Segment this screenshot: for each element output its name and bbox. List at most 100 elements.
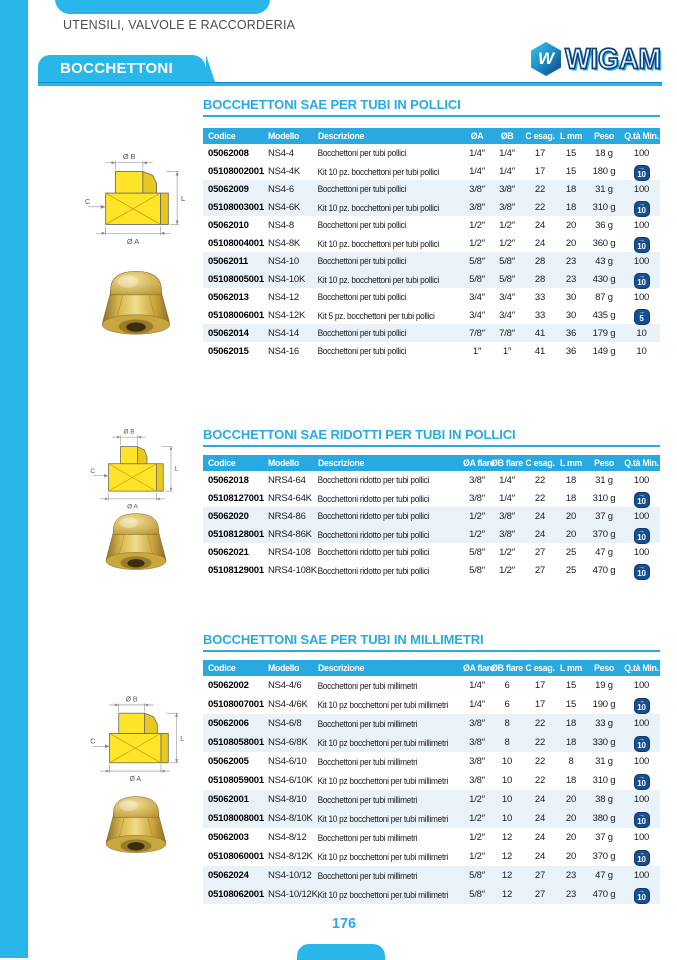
min-qty-badge: → 10 <box>633 698 650 714</box>
svg-text:Ø B: Ø B <box>123 152 136 161</box>
table-row: 05108003001 NS4-6K Kit 10 pz. bocchettoni … <box>203 198 660 217</box>
bottom-page-tab <box>297 944 385 960</box>
badge-arrow-icon: → <box>638 698 645 705</box>
table-header-row: Codice Modello Descrizione ØA ØB C esag. L mm P… <box>203 128 660 144</box>
column-header: ØB flare <box>491 458 523 468</box>
badge-arrow-icon: → <box>638 774 645 781</box>
table-row: 05062005 NS4-6/10 Bocchettoni per tubi mil… <box>203 752 660 771</box>
catalog-category: UTENSILI, VALVOLE E RACCORDERIA <box>63 18 296 32</box>
table-row: 05108059001 NS4-6/10K Kit 10 pz bocchetton… <box>203 771 660 790</box>
table-row: 05108058001 NS4-6/8K Kit 10 pz bocchettoni… <box>203 733 660 752</box>
min-qty-badge: → 10 <box>633 237 650 253</box>
badge-arrow-icon: → <box>638 237 645 244</box>
table-row: 05108060001 NS4-8/12K Kit 10 pz bocchetton… <box>203 847 660 866</box>
badge-arrow-icon: → <box>638 492 645 499</box>
column-header: C esag. <box>525 663 555 673</box>
svg-text:Ø B: Ø B <box>123 429 134 436</box>
table-row: 05062021 NRS4-108 Bocchettoni ridotto per … <box>203 543 660 561</box>
column-header: C esag. <box>525 131 555 141</box>
header-divider <box>38 82 662 86</box>
table-row: 05062008 NS4-4 Bocchettoni per tubi pollic… <box>203 144 660 162</box>
mm-flare-nut-photo <box>105 796 167 854</box>
badge-arrow-icon: → <box>638 165 645 172</box>
column-header: Codice <box>208 458 236 468</box>
table-row: 05108127001 NRS4-64K Bocchettoni ridotto p… <box>203 489 660 508</box>
column-header: L mm <box>559 458 583 468</box>
badge-arrow-icon: → <box>638 850 645 857</box>
reduced-flare-nut-technical-drawing: Ø B C Ø A L <box>90 429 178 510</box>
badge-arrow-icon: → <box>638 201 645 208</box>
table-row: 05062014 NS4-14 Bocchettoni per tubi polli… <box>203 324 660 342</box>
column-header: Q.tà Min. <box>624 663 659 673</box>
column-header: L mm <box>559 131 583 141</box>
min-qty-badge: → 10 <box>633 201 650 217</box>
column-header: ØA <box>470 131 484 141</box>
svg-text:L: L <box>180 736 184 743</box>
svg-text:L: L <box>174 466 178 473</box>
column-header: Peso <box>594 131 614 141</box>
left-accent-bar <box>0 0 28 958</box>
product-table-pollici: Codice Modello Descrizione ØA ØB C esag. L mm P… <box>203 128 660 360</box>
column-header: Descrizione <box>318 458 365 468</box>
column-header: Modello <box>268 663 300 673</box>
min-qty-badge: → 5 <box>633 309 650 325</box>
svg-text:L: L <box>181 194 185 203</box>
min-qty-badge: → 10 <box>633 850 650 866</box>
table-row: 05062024 NS4-10/12 Bocchettoni per tubi mi… <box>203 866 660 885</box>
table-row: 05062010 NS4-8 Bocchettoni per tubi pollic… <box>203 216 660 234</box>
reduced-flare-nut-photo <box>105 513 167 571</box>
table-row: 05062020 NRS4-86 Bocchettoni ridotto per t… <box>203 507 660 525</box>
table-row: 05108008001 NS4-8/10K Kit 10 pz bocchetton… <box>203 809 660 828</box>
table-row: 05062011 NS4-10 Bocchettoni per tubi polli… <box>203 252 660 270</box>
min-qty-badge: → 10 <box>633 528 650 544</box>
section-title: BOCCHETTONI SAE PER TUBI IN MILLIMETRI <box>203 632 660 652</box>
min-qty-badge: → 10 <box>633 165 650 181</box>
table-row: 05108128001 NRS4-86K Bocchettoni ridotto p… <box>203 525 660 544</box>
svg-text:C: C <box>90 468 95 475</box>
flare-nut-technical-drawing: Ø B C Ø A L <box>85 152 185 246</box>
badge-arrow-icon: → <box>638 564 645 571</box>
column-header: Codice <box>208 131 236 141</box>
badge-arrow-icon: → <box>638 309 645 316</box>
top-page-tab <box>55 0 270 14</box>
column-header: Q.tà Min. <box>624 458 659 468</box>
svg-text:C: C <box>85 197 91 206</box>
table-row: 05062002 NS4-4/6 Bocchettoni per tubi mill… <box>203 676 660 695</box>
table-row: 05062001 NS4-8/10 Bocchettoni per tubi mil… <box>203 790 660 809</box>
column-header: ØA flare <box>463 663 495 673</box>
column-header: Descrizione <box>318 131 365 141</box>
table-row: 05108129001 NRS4-108K Bocchettoni ridotto … <box>203 561 660 580</box>
column-header: ØA flare <box>463 458 495 468</box>
min-qty-badge: → 10 <box>633 564 650 580</box>
table-row: 05062009 NS4-6 Bocchettoni per tubi pollic… <box>203 180 660 198</box>
min-qty-badge: → 10 <box>633 888 650 904</box>
badge-arrow-icon: → <box>638 736 645 743</box>
min-qty-badge: → 10 <box>633 812 650 828</box>
table-body: 05062008 NS4-4 Bocchettoni per tubi pollic… <box>203 144 660 360</box>
column-header: Peso <box>594 663 614 673</box>
badge-arrow-icon: → <box>638 528 645 535</box>
table-row: 05108002001 NS4-4K Kit 10 pz. bocchettoni … <box>203 162 660 181</box>
table-body: 05062018 NRS4-64 Bocchettoni ridotto per t… <box>203 471 660 580</box>
badge-arrow-icon: → <box>638 273 645 280</box>
column-header: Modello <box>268 458 300 468</box>
table-row: 05108004001 NS4-8K Kit 10 pz. bocchettoni … <box>203 234 660 253</box>
column-header: C esag. <box>525 458 555 468</box>
page-title: BOCCHETTONI <box>60 60 174 77</box>
table-row: 05062003 NS4-8/12 Bocchettoni per tubi mil… <box>203 828 660 847</box>
svg-text:Ø A: Ø A <box>130 776 142 783</box>
table-row: 05108062001 NS4-10/12K Kit 10 pz bocchetto… <box>203 885 660 904</box>
svg-text:C: C <box>90 739 95 746</box>
column-header: Modello <box>268 131 300 141</box>
column-header: Q.tà Min. <box>624 131 659 141</box>
column-header: Codice <box>208 663 236 673</box>
badge-arrow-icon: → <box>638 888 645 895</box>
table-header-row: Codice Modello Descrizione ØA flare ØB flare… <box>203 660 660 676</box>
section-title: BOCCHETTONI SAE PER TUBI IN POLLICI <box>203 97 660 117</box>
svg-text:Ø A: Ø A <box>127 237 139 246</box>
svg-text:Ø A: Ø A <box>127 503 138 510</box>
product-table-millimetri: Codice Modello Descrizione ØA flare ØB flare… <box>203 660 660 904</box>
table-row: 05062018 NRS4-64 Bocchettoni ridotto per t… <box>203 471 660 489</box>
table-header-row: Codice Modello Descrizione ØA flare ØB flare… <box>203 455 660 471</box>
column-header: L mm <box>559 663 583 673</box>
